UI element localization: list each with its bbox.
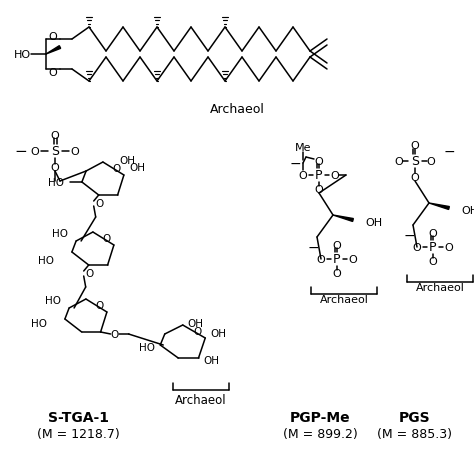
Text: (M = 885.3): (M = 885.3) (377, 428, 453, 440)
Text: −: − (289, 157, 301, 171)
Text: HO: HO (45, 295, 61, 305)
Polygon shape (429, 203, 449, 210)
Text: O: O (410, 172, 419, 182)
Text: O: O (102, 234, 110, 244)
Text: O: O (31, 147, 39, 157)
Text: S: S (411, 155, 419, 168)
Text: O: O (299, 171, 307, 181)
Text: O: O (51, 131, 59, 141)
Text: Archaeol: Archaeol (416, 283, 465, 293)
Text: HO: HO (31, 318, 47, 328)
Text: P: P (315, 169, 323, 182)
Text: HO: HO (48, 177, 64, 187)
Text: OH: OH (203, 355, 219, 365)
Text: Archaeol: Archaeol (175, 394, 227, 407)
Text: P: P (429, 241, 437, 254)
Text: O: O (333, 241, 341, 250)
Text: O: O (317, 254, 325, 264)
Text: O: O (395, 157, 403, 167)
Text: OH: OH (119, 156, 135, 166)
Text: O: O (110, 329, 118, 339)
Text: OH: OH (129, 162, 145, 172)
Text: O: O (333, 268, 341, 278)
Text: O: O (428, 228, 438, 238)
Text: O: O (428, 257, 438, 267)
Text: OH: OH (365, 217, 382, 228)
Text: HO: HO (52, 228, 68, 238)
Text: P: P (333, 253, 341, 266)
Text: PGP-Me: PGP-Me (290, 410, 350, 424)
Text: O: O (348, 254, 357, 264)
Text: HO: HO (139, 342, 155, 352)
Text: −: − (15, 144, 27, 159)
Text: O: O (86, 268, 94, 278)
Text: O: O (193, 327, 201, 337)
Text: O: O (315, 157, 323, 167)
Text: O: O (95, 301, 103, 311)
Text: (M = 899.2): (M = 899.2) (283, 428, 357, 440)
Text: −: − (307, 241, 319, 254)
Text: O: O (96, 198, 104, 208)
Text: O: O (413, 243, 421, 253)
Text: Archaeol: Archaeol (319, 294, 368, 304)
Text: OH: OH (210, 328, 226, 338)
Text: O: O (49, 68, 57, 78)
Text: OH: OH (188, 318, 204, 328)
Text: Me: Me (295, 143, 311, 153)
Text: O: O (71, 147, 79, 157)
Text: OH: OH (461, 206, 474, 216)
Text: O: O (315, 185, 323, 195)
Text: O: O (331, 171, 339, 181)
Text: PGS: PGS (399, 410, 431, 424)
Text: HO: HO (38, 255, 54, 265)
Text: O: O (112, 164, 120, 174)
Text: Archaeol: Archaeol (210, 103, 264, 116)
Text: S: S (51, 145, 59, 158)
Polygon shape (333, 216, 353, 222)
Text: (M = 1218.7): (M = 1218.7) (36, 428, 119, 440)
Polygon shape (46, 46, 61, 55)
Text: O: O (51, 162, 59, 172)
Text: HO: HO (13, 50, 30, 60)
Text: −: − (443, 145, 455, 159)
Text: O: O (410, 141, 419, 151)
Text: O: O (49, 32, 57, 42)
Text: O: O (427, 157, 436, 167)
Text: S-TGA-1: S-TGA-1 (47, 410, 109, 424)
Text: O: O (445, 243, 453, 253)
Text: −: − (403, 228, 415, 243)
